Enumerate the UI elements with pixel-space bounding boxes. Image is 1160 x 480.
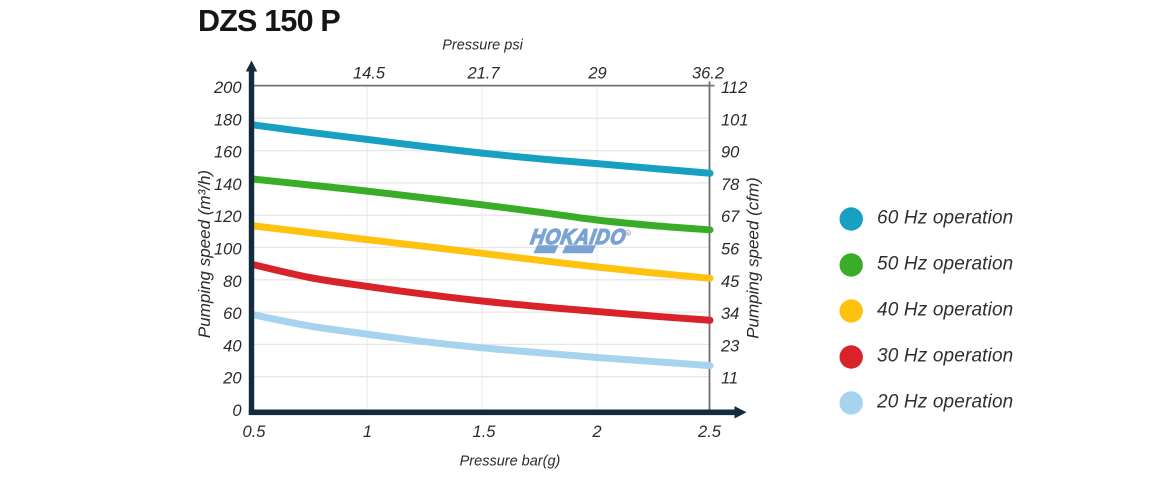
svg-text:Pumping speed (m³/h): Pumping speed (m³/h) (195, 170, 214, 338)
svg-text:112: 112 (721, 79, 747, 97)
svg-text:1: 1 (363, 423, 372, 441)
svg-text:34: 34 (721, 305, 739, 323)
svg-text:40 Hz operation: 40 Hz operation (877, 299, 1013, 320)
svg-text:80: 80 (223, 273, 242, 291)
svg-text:45: 45 (721, 273, 740, 291)
svg-text:2.5: 2.5 (697, 423, 722, 441)
svg-text:0.5: 0.5 (243, 423, 267, 441)
svg-text:2: 2 (591, 423, 601, 441)
svg-text:120: 120 (214, 208, 242, 226)
svg-text:78: 78 (721, 176, 740, 194)
svg-text:67: 67 (721, 208, 740, 226)
svg-text:1.5: 1.5 (473, 423, 497, 441)
svg-text:11: 11 (721, 370, 738, 388)
svg-text:Pumping speed (cfm): Pumping speed (cfm) (744, 177, 763, 339)
svg-text:40: 40 (223, 337, 242, 355)
svg-text:100: 100 (214, 241, 242, 259)
svg-text:14.5: 14.5 (353, 65, 386, 83)
svg-text:56: 56 (721, 241, 740, 259)
svg-text:20: 20 (222, 370, 242, 388)
svg-text:23: 23 (720, 337, 740, 355)
svg-text:101: 101 (721, 111, 749, 129)
svg-text:36.2: 36.2 (692, 65, 724, 83)
svg-text:200: 200 (213, 79, 242, 97)
svg-text:21.7: 21.7 (466, 65, 500, 83)
svg-text:140: 140 (214, 176, 242, 194)
svg-text:30 Hz operation: 30 Hz operation (877, 345, 1013, 366)
svg-text:Pressure psi: Pressure psi (442, 37, 523, 53)
svg-text:60 Hz operation: 60 Hz operation (877, 207, 1013, 228)
svg-text:160: 160 (214, 144, 242, 162)
svg-text:R: R (627, 232, 630, 236)
svg-text:DZS 150 P: DZS 150 P (198, 4, 340, 38)
svg-text:29: 29 (587, 65, 606, 83)
svg-text:60: 60 (223, 305, 242, 323)
svg-text:90: 90 (721, 144, 740, 162)
svg-text:Pressure bar(g): Pressure bar(g) (460, 453, 561, 469)
svg-text:0: 0 (232, 402, 242, 420)
svg-text:50 Hz operation: 50 Hz operation (877, 253, 1013, 274)
svg-text:180: 180 (214, 111, 242, 129)
svg-text:20 Hz operation: 20 Hz operation (876, 391, 1013, 412)
